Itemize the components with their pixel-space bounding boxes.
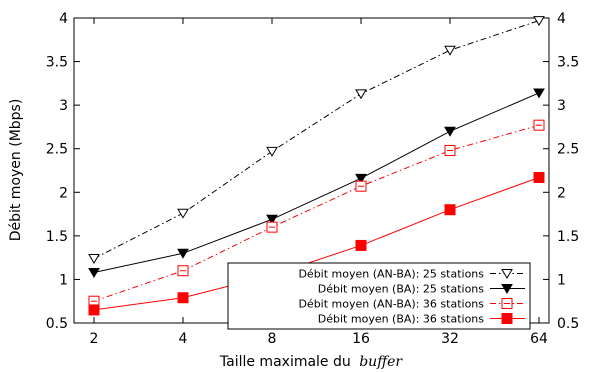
- legend-entry-marker: [501, 269, 513, 279]
- data-point: [88, 267, 100, 278]
- y-tick-label-right: 3: [557, 98, 566, 114]
- data-point: [266, 146, 278, 157]
- y-tick-label-right: 4: [557, 11, 566, 27]
- data-point: [444, 45, 456, 56]
- y-tick-label: 3.5: [46, 55, 68, 71]
- y-tick-label: 3: [59, 98, 68, 114]
- data-point: [533, 171, 545, 183]
- legend-entry-label: Débit moyen (BA): 25 stations: [318, 283, 484, 296]
- y-tick-label-right: 3.5: [557, 55, 579, 71]
- data-point: [88, 254, 100, 265]
- y-tick-label: 0.5: [46, 316, 68, 332]
- data-point: [177, 208, 189, 219]
- data-point: [533, 88, 545, 99]
- legend-entry-label: Débit moyen (BA): 36 stations: [318, 313, 484, 326]
- axis-ticks: 0.5 0.5 1 1 1.5 1.5 2 2 2.5 2.5 3 3 3.5 3.5 4 4 2 4 8 16 32 6…: [46, 11, 580, 347]
- data-point: [177, 292, 189, 304]
- legend-box: [227, 262, 531, 330]
- series-1: [88, 16, 545, 265]
- y-tick-label-right: 1: [557, 272, 566, 288]
- legend-entry-label: Débit moyen (AN-BA): 36 stations: [298, 298, 484, 311]
- data-point: [177, 248, 189, 259]
- x-tick-label: 8: [268, 331, 277, 347]
- series-line: [93, 92, 540, 273]
- x-tick-label: 2: [90, 331, 99, 347]
- legend-entry-marker: [501, 313, 513, 324]
- y-tick-label: 2: [59, 185, 68, 201]
- data-point: [88, 304, 100, 316]
- series-3: [88, 119, 545, 307]
- y-tick-label: 1.5: [46, 229, 68, 245]
- legend: Débit moyen (AN-BA): 25 stations Débit mo…: [227, 262, 531, 330]
- legend-entry-marker: [501, 284, 513, 294]
- x-tick-label: 32: [441, 331, 459, 347]
- data-point: [533, 16, 545, 27]
- data-point: [355, 89, 367, 100]
- data-point: [355, 173, 367, 184]
- y-tick-label: 4: [59, 11, 68, 27]
- y-tick-label-right: 2.5: [557, 142, 579, 158]
- series-line: [93, 177, 540, 311]
- x-axis-label: Taille maximale du buffer: [219, 354, 404, 370]
- y-axis-label: Débit moyen (Mbps): [8, 99, 24, 242]
- data-point: [444, 126, 456, 137]
- x-tick-label: 64: [530, 331, 548, 347]
- data-point: [266, 214, 278, 225]
- x-tick-label: 16: [352, 331, 370, 347]
- data-point: [444, 204, 456, 216]
- legend-entry-label: Débit moyen (AN-BA): 25 stations: [298, 268, 484, 281]
- y-tick-label-right: 2: [557, 185, 566, 201]
- y-tick-label: 2.5: [46, 142, 68, 158]
- x-axis-label-main: Taille maximale du: [219, 354, 351, 370]
- series-2: [88, 88, 545, 278]
- x-tick-label: 4: [179, 331, 188, 347]
- y-tick-label-right: 1.5: [557, 229, 579, 245]
- y-tick-label: 1: [59, 272, 68, 288]
- x-axis-label-italic: buffer: [359, 354, 403, 370]
- series-line: [93, 20, 540, 259]
- data-point: [355, 239, 367, 251]
- y-tick-label-right: 0.5: [557, 316, 579, 332]
